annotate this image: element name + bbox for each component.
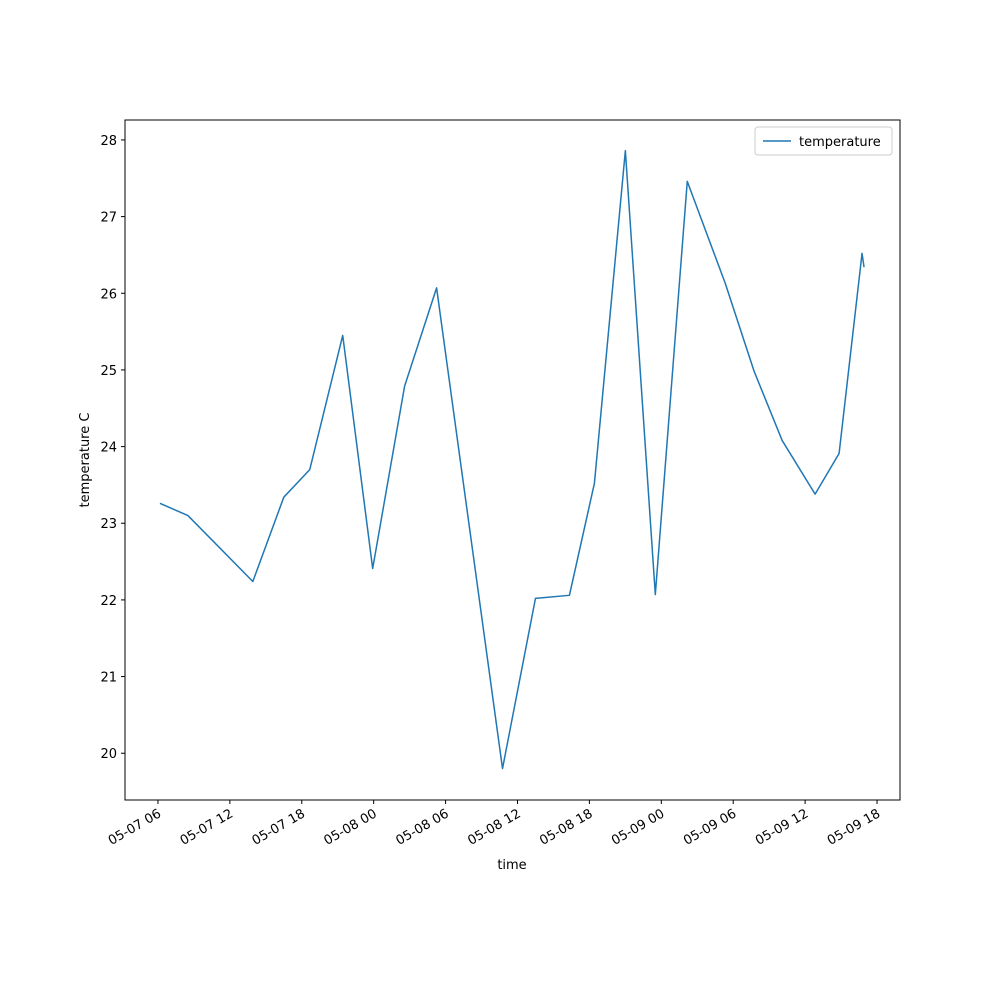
y-tick-label: 25 [100,364,117,379]
legend-label: temperature [799,135,881,150]
x-tick-label: 05-09 18 [825,806,883,848]
x-tick-label: 05-08 06 [393,806,451,848]
y-tick-label: 20 [100,747,117,762]
x-tick-label: 05-07 12 [178,806,236,848]
y-axis-label: temperature C [78,413,93,508]
x-tick-label: 05-07 18 [250,806,308,848]
x-tick-label: 05-08 18 [537,806,595,848]
legend-box [754,126,893,156]
y-tick-label: 27 [100,211,117,226]
x-tick-label: 05-09 06 [681,806,739,848]
y-tick-label: 22 [100,594,117,609]
x-tick-label: 05-09 00 [609,806,667,848]
plot-frame [124,119,901,801]
y-tick-label: 24 [100,441,117,456]
x-tick-label: 05-09 12 [753,806,811,848]
y-tick-label: 23 [100,517,117,532]
y-tick-label: 26 [100,287,117,302]
data-line [159,149,865,770]
y-tick-label: 21 [100,671,117,686]
x-tick-label: 05-08 12 [465,806,523,848]
x-tick-label: 05-07 06 [106,806,164,848]
y-tick-label: 28 [100,134,117,149]
x-tick-label: 05-08 00 [322,806,380,848]
x-axis-label: time [497,858,526,873]
